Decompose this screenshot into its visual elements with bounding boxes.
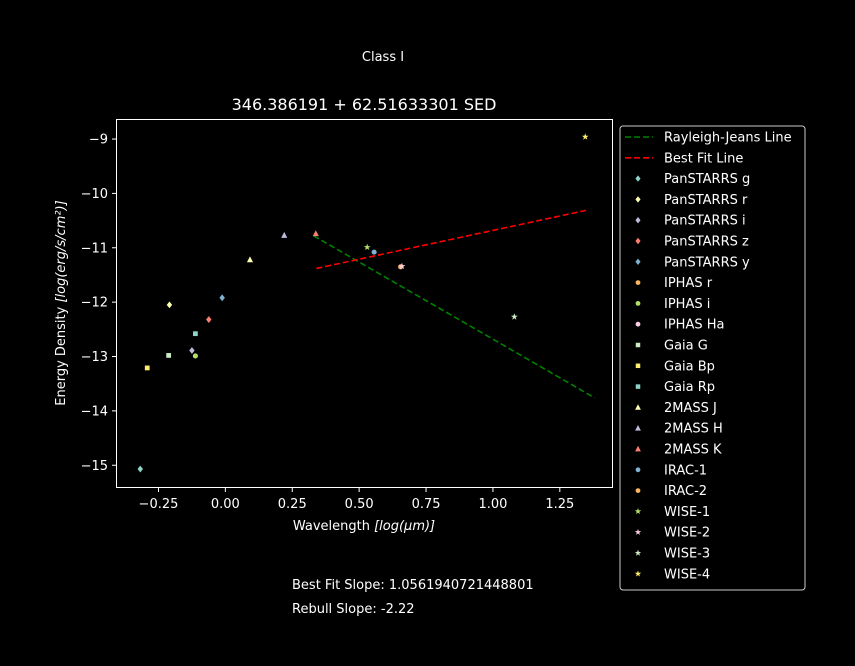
legend-label-best-fit-line: Best Fit Line [664, 151, 743, 166]
data-points [137, 133, 589, 473]
y-tick-label: −13 [81, 350, 108, 365]
2mass-j-point [246, 256, 254, 263]
y-tick-label: −10 [81, 187, 108, 202]
legend-swatch-2mass-h [635, 425, 641, 431]
legend: Rayleigh-Jeans Line Best Fit Line PanSTARR… [619, 125, 806, 591]
legend-swatch-wise-1 [634, 508, 642, 515]
panstarrs-z-point [206, 316, 212, 323]
panstarrs-y-point [219, 294, 225, 302]
legend-label-panstarrs-g: PanSTARRS g [664, 172, 750, 187]
legend-label-2mass-h: 2MASS H [664, 422, 723, 437]
legend-swatch-2mass-k [635, 445, 641, 452]
iphas-i-point [192, 353, 198, 359]
legend-label-panstarrs-i: PanSTARRS i [664, 214, 746, 229]
legend-swatch-wise-4 [634, 570, 642, 577]
wise-3-point [510, 313, 518, 320]
panstarrs-g-point [137, 465, 143, 473]
legend-frame [619, 125, 806, 591]
figure-suptitle: Class I [362, 50, 404, 65]
legend-label-2mass-k: 2MASS K [664, 443, 722, 458]
panstarrs-r-point [166, 301, 173, 309]
legend-swatch-wise-2 [634, 528, 642, 535]
legend-label-gaia-g: Gaia G [664, 339, 708, 354]
y-tick-label: −12 [81, 296, 108, 311]
y-axis: −15 −14 −13 −12 −11 −10 −9 [81, 133, 117, 474]
legend-items: Rayleigh-Jeans Line Best Fit Line PanSTARR… [625, 131, 792, 582]
legend-swatch-iphas-ha [635, 321, 641, 327]
y-tick-label: −9 [89, 133, 108, 148]
legend-label-wise-3: WISE-3 [664, 547, 710, 562]
x-tick-label: 0.50 [345, 497, 374, 512]
rebull-slope-text: Rebull Slope: -2.22 [292, 602, 415, 617]
plot-area-frame [116, 119, 613, 488]
legend-label-irac-1: IRAC-1 [664, 463, 707, 478]
rayleigh-jeans-line-line [313, 235, 596, 399]
legend-label-irac-2: IRAC-2 [664, 484, 707, 499]
legend-label-wise-2: WISE-2 [664, 526, 710, 541]
legend-swatch-2mass-j [635, 404, 641, 410]
2mass-k-point [312, 230, 319, 237]
x-tick-label: 0.75 [412, 497, 441, 512]
x-tick-label: 0.25 [278, 497, 307, 512]
legend-label-iphas-ha: IPHAS Ha [664, 318, 724, 333]
wise-4-point [581, 133, 589, 140]
legend-swatch-gaia-bp [635, 363, 641, 369]
x-axis: −0.25 0.00 0.25 0.50 0.75 1.00 1.25 [139, 487, 574, 512]
fit-lines [313, 209, 596, 399]
legend-label-rayleigh-jeans-line: Rayleigh-Jeans Line [664, 131, 792, 146]
legend-swatch-irac-2 [635, 488, 641, 493]
gaia-bp-point [144, 365, 150, 371]
y-axis-label-text: Energy Density [54, 303, 69, 406]
legend-swatch-iphas-r [635, 280, 641, 285]
legend-label-iphas-i: IPHAS i [664, 297, 710, 312]
legend-swatch-wise-3 [634, 549, 642, 556]
y-axis-label-units: [log(erg/s/cm²)] [54, 200, 69, 302]
legend-swatch-panstarrs-y [635, 258, 641, 265]
best-fit-line-line [316, 209, 587, 270]
wise-2-point [398, 262, 406, 270]
irac-1-point [371, 249, 377, 255]
legend-label-2mass-j: 2MASS J [664, 401, 717, 416]
legend-label-wise-1: WISE-1 [664, 505, 710, 520]
legend-label-gaia-rp: Gaia Rp [664, 380, 715, 395]
gaia-g-point [166, 353, 172, 358]
legend-swatch-iphas-i [635, 301, 641, 306]
y-tick-label: −11 [81, 241, 108, 256]
legend-swatch-panstarrs-z [635, 237, 641, 245]
panstarrs-i-point [189, 347, 195, 354]
best-fit-slope-text: Best Fit Slope: 1.0561940721448801 [292, 578, 534, 593]
2mass-h-point [281, 231, 288, 238]
legend-swatch-gaia-g [635, 342, 641, 348]
legend-label-panstarrs-y: PanSTARRS y [664, 255, 750, 270]
x-tick-label: −0.25 [139, 497, 179, 512]
legend-label-wise-4: WISE-4 [664, 567, 710, 582]
chart-title: 346.386191 + 62.51633301 SED [232, 95, 497, 114]
legend-label-panstarrs-r: PanSTARRS r [664, 193, 748, 208]
legend-label-panstarrs-z: PanSTARRS z [664, 235, 749, 250]
x-tick-label: 1.00 [478, 497, 507, 512]
legend-swatch-irac-1 [635, 467, 641, 473]
x-axis-label: Wavelength [log(μm)] [293, 519, 435, 534]
legend-label-gaia-bp: Gaia Bp [664, 359, 715, 374]
legend-swatch-gaia-rp [635, 384, 641, 389]
legend-swatch-panstarrs-g [635, 175, 641, 182]
legend-swatch-panstarrs-r [635, 196, 641, 203]
gaia-rp-point [193, 331, 198, 337]
legend-label-iphas-r: IPHAS r [664, 276, 713, 291]
x-axis-label-text: Wavelength [293, 519, 374, 534]
x-tick-label: 0.00 [211, 497, 240, 512]
y-tick-label: −15 [81, 459, 108, 474]
x-tick-label: 1.25 [545, 497, 574, 512]
wise-1-point [363, 243, 371, 251]
y-axis-label: Energy Density [log(erg/s/cm²)] [54, 200, 69, 405]
x-axis-label-units: [log(μm)] [374, 519, 435, 534]
legend-swatch-panstarrs-i [635, 217, 641, 224]
y-tick-label: −14 [81, 404, 108, 419]
